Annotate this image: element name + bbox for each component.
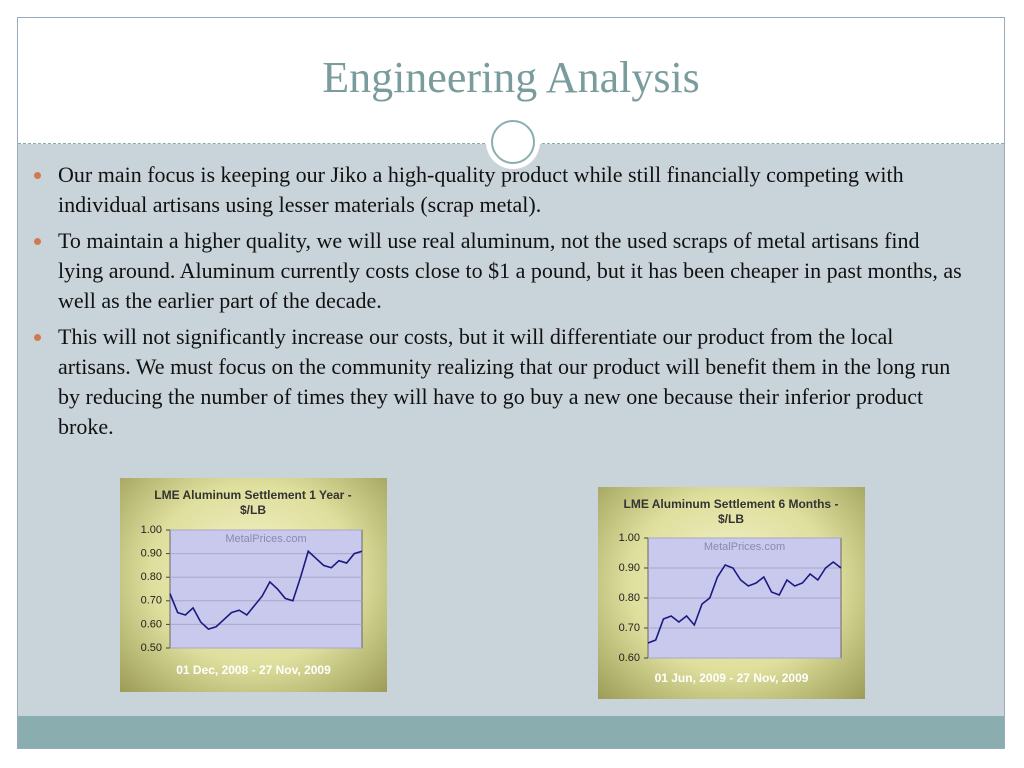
- chart-image: LME Aluminum Settlement 1 Year - $/LB Me…: [120, 478, 387, 692]
- chart-subtitle: 01 Jun, 2009 - 27 Nov, 2009: [654, 671, 809, 685]
- chart: MetalPrices.com 0.60 0.70 0.80 0.90 1.00: [619, 532, 842, 664]
- y-tick-label: 0.50: [141, 642, 162, 654]
- y-tick-label: 0.90: [619, 562, 640, 574]
- y-tick-label: 0.60: [619, 652, 640, 664]
- slide-title: Engineering Analysis: [322, 53, 700, 102]
- price-line: [169, 549, 363, 631]
- watermark: MetalPrices.com: [704, 541, 785, 553]
- chart-image: LME Aluminum Settlement 6 Months - $/LB …: [598, 487, 865, 699]
- bullet: To maintain a higher quality, we will us…: [34, 226, 968, 316]
- chart-title: LME Aluminum Settlement 6 Months - $/LB: [623, 497, 839, 526]
- y-tick-label: 0.70: [141, 595, 162, 607]
- footer-band: [18, 716, 1004, 748]
- y-tick-label: 0.80: [619, 592, 640, 604]
- chart-title: LME Aluminum Settlement 1 Year - $/LB: [154, 488, 352, 517]
- y-tick-label: 0.70: [619, 622, 640, 634]
- y-tick-label: 1.00: [141, 524, 162, 536]
- y-tick-label: 0.90: [141, 548, 162, 560]
- chart: MetalPrices.com 0.50 0.60 0.70 0.80 0.90 1.00: [141, 524, 363, 654]
- y-tick-label: 0.80: [141, 571, 162, 583]
- y-tick-label: 1.00: [619, 532, 640, 544]
- price-line: [647, 560, 842, 644]
- watermark: MetalPrices.com: [225, 533, 306, 545]
- bullet: This will not significantly increase our…: [34, 322, 968, 442]
- chart-subtitle: 01 Dec, 2008 - 27 Nov, 2009: [176, 663, 331, 677]
- y-tick-label: 0.60: [141, 618, 162, 630]
- bullet-list: Our main focus is keeping our Jiko a hig…: [34, 160, 968, 448]
- divider-ornament: [486, 115, 540, 169]
- bullet: Our main focus is keeping our Jiko a hig…: [34, 160, 968, 220]
